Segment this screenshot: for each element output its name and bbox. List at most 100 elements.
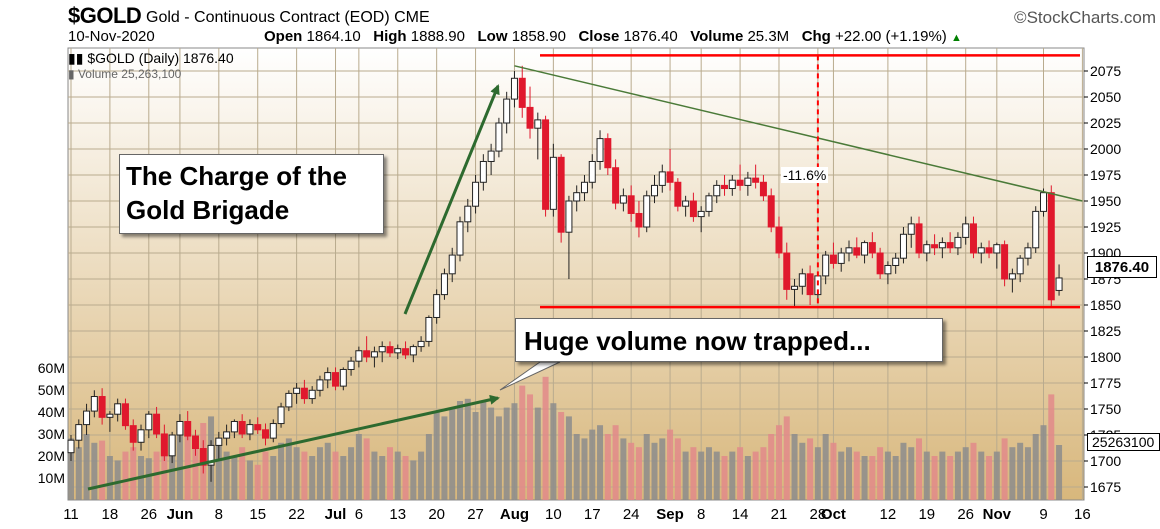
volume-arrow <box>87 394 500 491</box>
date-tick-label: 24 <box>623 506 640 523</box>
volume-bar <box>1017 442 1024 500</box>
candle-body <box>370 351 378 358</box>
date-tick-label: Jun <box>167 506 194 523</box>
candle-body <box>503 98 511 124</box>
candle-body <box>721 184 729 190</box>
volume-bar <box>246 460 253 500</box>
brand: ©StockCharts.com <box>1014 8 1156 27</box>
volume-bar <box>278 442 285 500</box>
candle-body <box>946 242 954 249</box>
candlesticks <box>67 65 1063 482</box>
candle-body <box>518 77 526 108</box>
last-volume-tag: 25263100 <box>1087 433 1160 451</box>
volume-bar <box>713 451 720 500</box>
volume-bar <box>285 438 292 500</box>
candle-body <box>666 171 674 183</box>
volume-bar <box>752 451 759 500</box>
candle-body <box>775 226 783 254</box>
candle-body <box>635 212 643 228</box>
candle-body <box>339 368 347 387</box>
candle-body <box>168 434 176 457</box>
low-label: Low <box>477 28 508 45</box>
candle-body <box>262 429 269 439</box>
volume-bar <box>581 438 588 500</box>
date-tick-label: 15 <box>249 506 266 523</box>
candle-body <box>425 316 433 342</box>
volume-bar <box>519 385 526 500</box>
candle-body <box>456 221 464 256</box>
candle-body <box>791 285 799 290</box>
candle-body <box>510 77 518 100</box>
volume-bar <box>410 460 417 500</box>
volume-bar <box>604 434 611 500</box>
volume-bar <box>386 447 393 500</box>
symbol: $GOLD <box>68 3 142 28</box>
candle-body <box>845 247 853 254</box>
volume-value: 25.3M <box>747 28 790 45</box>
close-label: Close <box>578 28 620 45</box>
candle-body <box>137 429 145 443</box>
candle-body <box>145 413 153 431</box>
price-tick-label: 1950 <box>1090 193 1121 209</box>
candle-body <box>954 236 962 249</box>
candle-body <box>254 424 262 431</box>
candle-body <box>627 195 635 214</box>
volume-bar <box>270 456 277 500</box>
legend-price-text: $GOLD (Daily) 1876.40 <box>87 50 234 66</box>
candle-body <box>153 413 161 435</box>
date-tick-label: 8 <box>697 506 705 523</box>
volume-bar <box>814 447 821 500</box>
description-text: Gold - Continuous Contract (EOD) <box>146 9 390 26</box>
callout-volume: Huge volume now trapped... <box>515 318 943 362</box>
volume-bar <box>464 398 471 500</box>
date-tick-label: 8 <box>215 506 223 523</box>
candle-body <box>215 437 223 446</box>
candle-body <box>736 179 744 186</box>
date-axis: 11 18 26 Jun 8 15 22 Jul 6 13 20 27 Aug 10 17 24 Sep 8 14 2… <box>63 506 1091 523</box>
volume-bar <box>962 447 969 500</box>
volume-bar <box>402 456 409 500</box>
volume-bar <box>698 451 705 500</box>
volume-bar <box>309 456 316 500</box>
candle-body <box>612 167 620 204</box>
candle-body <box>822 254 830 277</box>
candle-body <box>347 360 355 370</box>
date-tick-label: 21 <box>771 506 788 523</box>
volume-tick-label: 10M <box>38 470 65 486</box>
open-label: Open <box>264 28 303 45</box>
volume-bar <box>231 456 238 500</box>
price-tick-label: 1925 <box>1090 219 1121 235</box>
date-tick-label: 26 <box>957 506 974 523</box>
volume-bar <box>954 451 961 500</box>
price-axis: 1675170017251750177518001825185018751900… <box>1084 63 1121 495</box>
date-tick-label: 28 <box>810 506 827 523</box>
legend-volume-text: Volume 25,263,100 <box>77 67 182 81</box>
volume-bar <box>91 442 98 500</box>
candle-body <box>915 223 923 254</box>
candle-body <box>1008 273 1016 280</box>
volume-bar <box>597 425 604 500</box>
candle-body <box>938 242 946 249</box>
candle-body <box>759 181 767 197</box>
volume-bar <box>775 425 782 500</box>
volume-bar <box>418 451 425 500</box>
volume-bar <box>254 464 261 500</box>
candle-body <box>230 420 238 433</box>
volume-bar <box>449 407 456 500</box>
low-value: 1858.90 <box>511 28 566 45</box>
volume-bar <box>869 456 876 500</box>
candle-body <box>121 403 129 427</box>
date-tick-label: 10 <box>545 506 562 523</box>
callout-charge: The Charge of the Gold Brigade <box>119 154 384 234</box>
candle-body <box>892 257 900 266</box>
candle-body <box>363 350 371 358</box>
volume-bar <box>978 451 985 500</box>
candle-body <box>191 435 199 450</box>
volume-bar <box>83 434 90 500</box>
volume-tick-label: 20M <box>38 448 65 464</box>
volume-bar <box>667 429 674 500</box>
description: Gold - Continuous Contract (EOD) CME <box>146 9 430 27</box>
candle-body <box>184 420 192 437</box>
ohlc-values: Open 1864.10 High 1888.90 Low 1858.90 Cl… <box>264 28 962 45</box>
